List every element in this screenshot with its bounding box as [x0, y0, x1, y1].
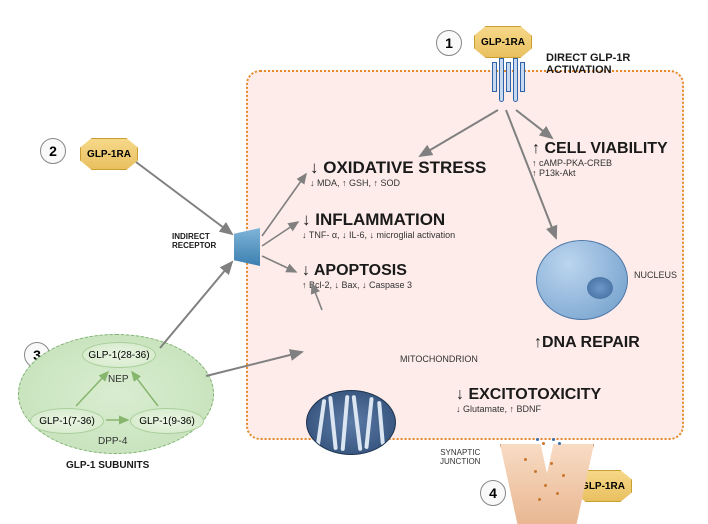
mitochondrion-icon: [306, 390, 396, 455]
nucleus-icon: [536, 240, 628, 320]
excito-sub: ↓ Glutamate, ↑ BDNF: [456, 404, 601, 414]
excito-block: ↓ EXCITOTOXICITY ↓ Glutamate, ↑ BDNF: [456, 386, 601, 414]
inflammation-sub: ↓ TNF- α, ↓ IL-6, ↓ microglial activatio…: [302, 230, 455, 240]
oxidative-sub: ↓ MDA, ↑ GSH, ↑ SOD: [310, 178, 486, 188]
viability-title: ↑ CELL VIABILITY: [532, 140, 668, 158]
subunit-top: GLP-1(28-36): [82, 342, 156, 368]
step-2: 2: [40, 138, 66, 164]
subunit-right: GLP-1(9-36): [130, 408, 204, 434]
nucleus-label: NUCLEUS: [634, 270, 677, 280]
inflammation-title: ↓ INFLAMMATION: [302, 210, 455, 230]
indirect-receptor-label: INDIRECT RECEPTOR: [172, 232, 216, 250]
mitochondrion-label: MITOCHONDRION: [400, 354, 478, 364]
nep-label: NEP: [108, 374, 129, 385]
oxidative-block: ↓ OXIDATIVE STRESS ↓ MDA, ↑ GSH, ↑ SOD: [310, 158, 486, 188]
glp1ra-top: GLP-1RA: [474, 26, 532, 58]
step-1: 1: [436, 30, 462, 56]
apoptosis-block: ↓ APOPTOSIS ↑ Bcl-2, ↓ Bax, ↓ Caspase 3: [302, 262, 412, 290]
viability-block: ↑ CELL VIABILITY ↑ cAMP-PKA-CREB ↑ P13k-…: [532, 140, 668, 178]
subunit-left: GLP-1(7-36): [30, 408, 104, 434]
direct-activation-label: DIRECT GLP-1R ACTIVATION: [546, 52, 630, 76]
apoptosis-title: ↓ APOPTOSIS: [302, 262, 412, 280]
dna-repair-label: ↑DNA REPAIR: [534, 334, 640, 352]
glp1ra-left: GLP-1RA: [80, 138, 138, 170]
dpp4-label: DPP-4: [98, 436, 127, 447]
direct-receptor-icon: [492, 62, 525, 102]
synapse-dots: [500, 444, 600, 524]
inflammation-block: ↓ INFLAMMATION ↓ TNF- α, ↓ IL-6, ↓ micro…: [302, 210, 455, 240]
indirect-receptor-icon: [234, 228, 260, 266]
apoptosis-sub: ↑ Bcl-2, ↓ Bax, ↓ Caspase 3: [302, 280, 412, 290]
excito-title: ↓ EXCITOTOXICITY: [456, 386, 601, 404]
oxidative-title: ↓ OXIDATIVE STRESS: [310, 158, 486, 178]
subunits-title: GLP-1 SUBUNITS: [66, 460, 149, 471]
viability-sub2: ↑ P13k-Akt: [532, 168, 668, 178]
synaptic-label: SYNAPTIC JUNCTION: [440, 448, 480, 466]
viability-sub1: ↑ cAMP-PKA-CREB: [532, 158, 668, 168]
